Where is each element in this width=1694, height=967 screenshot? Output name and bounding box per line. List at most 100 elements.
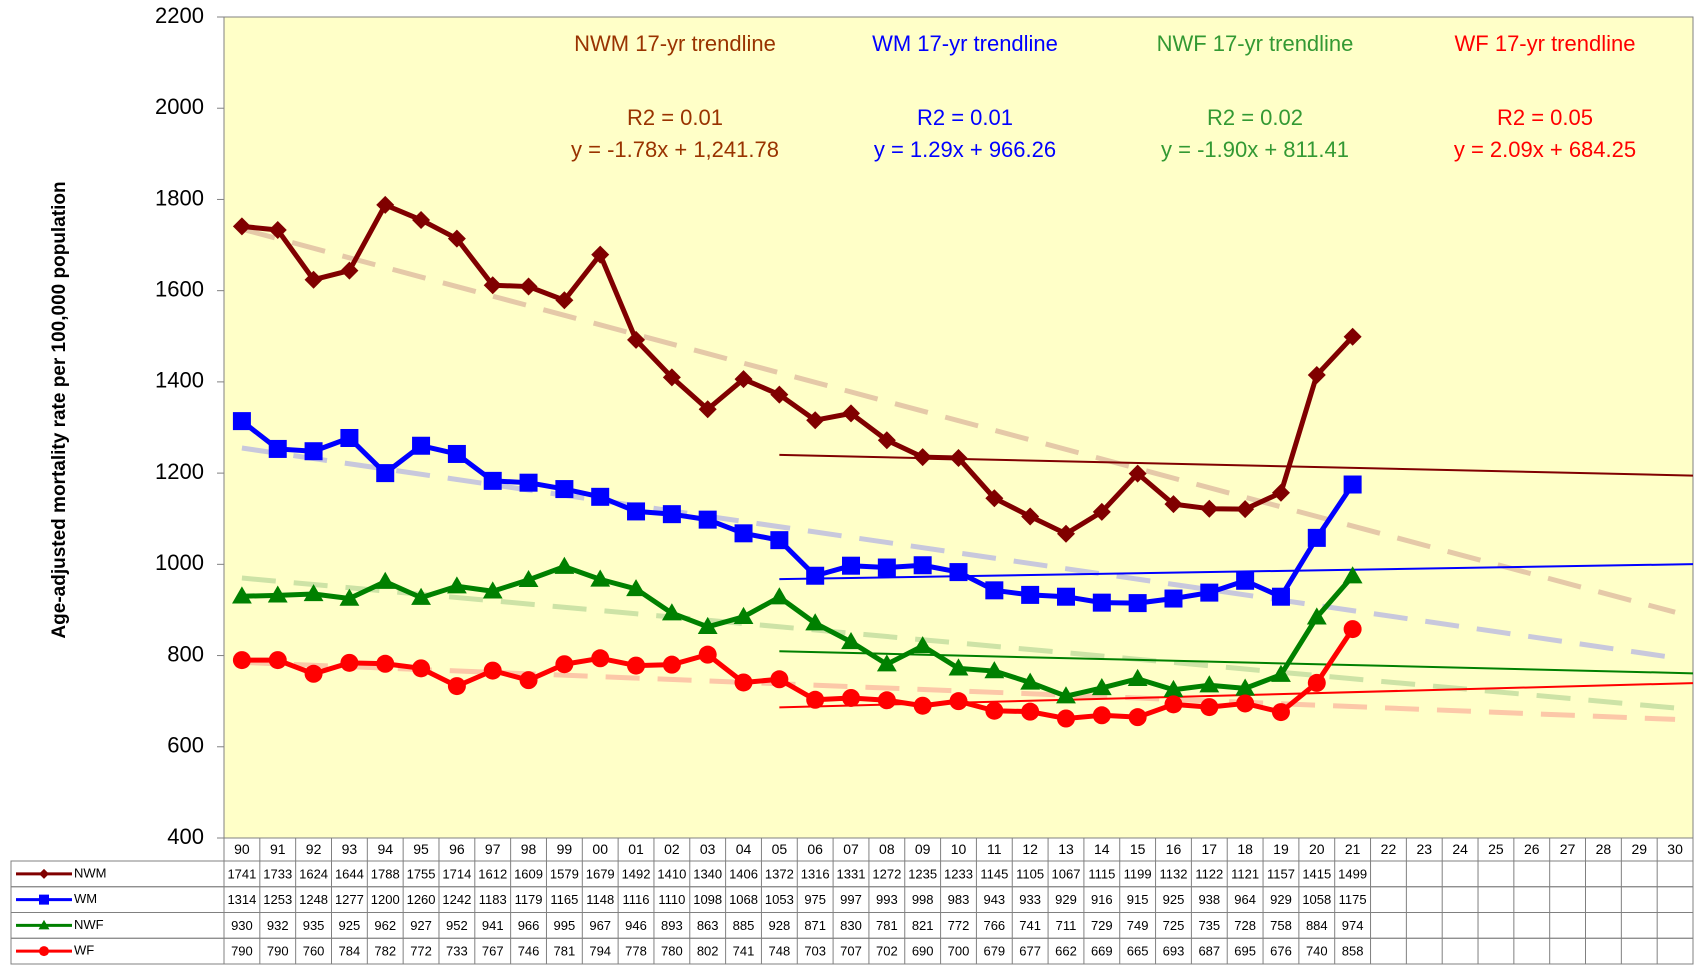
table-value: 1121	[1231, 866, 1259, 881]
marker	[1271, 664, 1291, 682]
marker	[1056, 686, 1076, 704]
table-value: 929	[1055, 892, 1077, 907]
marker	[1128, 594, 1147, 613]
marker	[1164, 495, 1183, 514]
x-tick-label: 06	[807, 841, 823, 857]
marker	[447, 677, 466, 696]
table-value: 871	[804, 918, 826, 933]
table-value: 1157	[1267, 866, 1295, 881]
marker	[519, 671, 538, 690]
marker	[591, 245, 610, 264]
table-value: 930	[231, 918, 253, 933]
marker	[697, 616, 718, 635]
marker	[412, 436, 431, 455]
table-value: 1260	[407, 892, 436, 907]
marker	[591, 649, 610, 668]
table-value: 679	[983, 944, 1005, 959]
table-value: 746	[518, 944, 540, 959]
table-value: 758	[1270, 918, 1292, 933]
table-value: 749	[1127, 918, 1149, 933]
x-tick-label: 18	[1237, 841, 1253, 857]
table-value: 1492	[622, 866, 651, 881]
x-tick-label: 99	[557, 841, 573, 857]
trendline-r2: R2 = 0.05	[1497, 105, 1593, 130]
marker	[376, 195, 395, 214]
table-value: 1316	[801, 866, 830, 881]
marker	[375, 571, 396, 589]
table-value: 782	[374, 944, 396, 959]
table-value: 1122	[1195, 866, 1223, 881]
marker	[519, 277, 538, 296]
y-tick-label: 1200	[155, 459, 204, 484]
table-value: 1314	[227, 892, 256, 907]
x-tick-label: 16	[1166, 841, 1182, 857]
table-value: 941	[482, 918, 504, 933]
x-tick-label: 05	[772, 841, 788, 857]
marker	[1128, 464, 1147, 483]
table-value: 975	[804, 892, 826, 907]
marker	[806, 411, 825, 430]
long-trendline	[241, 575, 1676, 711]
table-value: 1579	[550, 866, 579, 881]
table-value: 962	[374, 918, 396, 933]
marker	[1271, 483, 1290, 502]
marker	[518, 569, 539, 588]
trendline-title: WM 17-yr trendline	[872, 31, 1058, 56]
table-value: 1115	[1088, 866, 1115, 881]
table-value: 938	[1198, 892, 1220, 907]
marker	[842, 688, 861, 707]
marker	[483, 661, 502, 680]
table-value: 1110	[658, 892, 685, 907]
marker	[948, 658, 969, 676]
marker	[555, 655, 574, 674]
table-value: 665	[1127, 944, 1149, 959]
table-value: 935	[303, 918, 325, 933]
marker	[734, 370, 753, 389]
marker	[340, 653, 359, 672]
marker	[267, 585, 288, 603]
trendline-17yr	[779, 563, 1694, 581]
table-value: 1200	[371, 892, 400, 907]
marker	[734, 673, 753, 692]
table-value: 1612	[478, 866, 507, 881]
table-value: 703	[804, 944, 826, 959]
table-value: 1410	[657, 866, 686, 881]
table-value: 1179	[515, 892, 543, 907]
table-value: 802	[697, 944, 719, 959]
marker	[1271, 703, 1290, 722]
legend-marker	[39, 868, 49, 879]
legend-marker	[39, 894, 49, 905]
table-value: 760	[303, 944, 325, 959]
marker	[912, 636, 933, 654]
marker	[805, 613, 826, 631]
trendline-equation: y = -1.78x + 1,241.78	[571, 137, 779, 162]
x-tick-label: 96	[449, 841, 465, 857]
legend-marker	[39, 946, 49, 957]
marker	[555, 480, 574, 499]
marker	[1164, 695, 1183, 714]
table-value: 932	[267, 918, 289, 933]
x-tick-label: 00	[592, 841, 608, 857]
table-value: 677	[1019, 944, 1041, 959]
marker	[339, 588, 360, 606]
marker	[627, 502, 646, 521]
marker	[949, 449, 968, 468]
table-value: 1609	[514, 866, 543, 881]
table-value: 1272	[872, 866, 901, 881]
table-value: 693	[1163, 944, 1185, 959]
table-value: 1679	[586, 866, 615, 881]
table-value: 741	[733, 944, 755, 959]
table-value: 790	[231, 944, 253, 959]
table-value: 925	[339, 918, 361, 933]
marker	[555, 291, 574, 310]
table-value: 740	[1306, 944, 1328, 959]
x-tick-label: 21	[1345, 841, 1361, 857]
table-value: 778	[625, 944, 647, 959]
series-line	[241, 564, 1355, 699]
marker	[1128, 708, 1147, 727]
table-value: 1406	[729, 866, 758, 881]
long-trendline	[241, 445, 1676, 661]
table-value: 1755	[407, 866, 436, 881]
marker	[985, 489, 1004, 508]
